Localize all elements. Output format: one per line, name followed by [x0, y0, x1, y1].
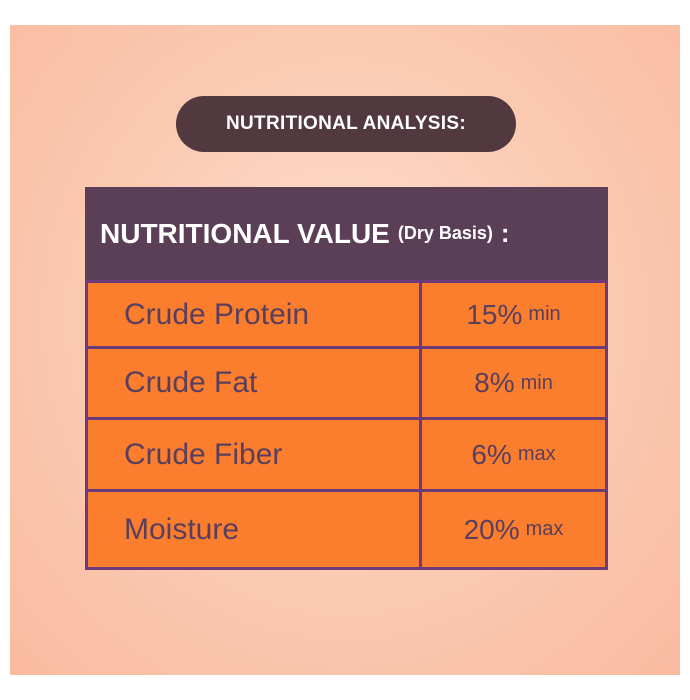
- table-subtitle: (Dry Basis): [397, 223, 493, 243]
- table-header: NUTRITIONAL VALUE (Dry Basis) :: [85, 187, 608, 280]
- nutrition-table: NUTRITIONAL VALUE (Dry Basis) : Crude Pr…: [85, 187, 608, 570]
- section-title: NUTRITIONAL ANALYSIS:: [176, 96, 516, 152]
- table-title: NUTRITIONAL VALUE: [100, 217, 390, 249]
- table-body: Crude Protein 15% min Crude Fat 8% min Crude F…: [85, 280, 608, 570]
- table-row: Crude Fiber 6% max: [85, 420, 608, 492]
- value-amount: 8%: [474, 367, 515, 398]
- table-title-suffix: :: [500, 218, 510, 248]
- nutrient-name: Crude Fiber: [85, 420, 422, 492]
- nutrient-name: Moisture: [85, 492, 422, 570]
- nutrient-name: Crude Fat: [85, 349, 422, 420]
- value-amount: 6%: [471, 438, 512, 470]
- value-unit: max: [525, 518, 564, 540]
- table-row: Crude Fat 8% min: [85, 349, 608, 420]
- nutrient-value: 20% max: [422, 492, 608, 570]
- table-row: Crude Protein 15% min: [85, 280, 608, 349]
- value-unit: min: [528, 303, 561, 325]
- value-amount: 20%: [463, 513, 520, 545]
- value-unit: max: [517, 443, 556, 465]
- nutrient-value: 8% min: [422, 349, 608, 420]
- value-amount: 15%: [466, 298, 523, 330]
- table-row: Moisture 20% max: [85, 492, 608, 570]
- value-unit: min: [520, 371, 553, 394]
- nutrient-value: 6% max: [422, 420, 608, 492]
- nutrient-value: 15% min: [422, 280, 608, 349]
- nutrient-name: Crude Protein: [85, 280, 422, 349]
- background-panel: NUTRITIONAL ANALYSIS: NUTRITIONAL VALUE …: [10, 25, 680, 675]
